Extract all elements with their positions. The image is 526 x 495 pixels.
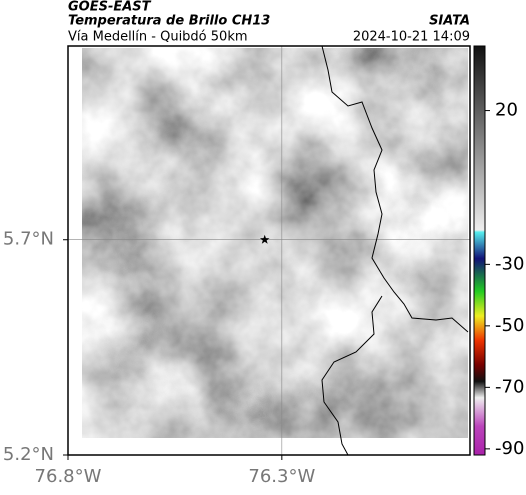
- map-frame: [67, 45, 471, 456]
- colorbar-tick-label: 20: [495, 100, 518, 121]
- title: GOES-EAST: [68, 0, 152, 15]
- y-tick-label: 5.7°N: [3, 229, 54, 250]
- colorbar-tick-label: -90: [495, 438, 524, 459]
- x-tick-label: 76.8°W: [35, 466, 102, 487]
- source: SIATA: [429, 14, 470, 29]
- colorbar: [473, 45, 486, 456]
- brightness-image: [82, 48, 468, 438]
- colorbar-tick-label: -70: [495, 376, 524, 397]
- y-tick-label: 5.2°N: [3, 444, 54, 465]
- x-tick-label: 76.3°W: [248, 466, 315, 487]
- subtitle: Temperatura de Brillo CH13: [68, 14, 270, 29]
- colorbar-tick-label: -30: [495, 253, 524, 274]
- boundary: [321, 46, 469, 455]
- location-marker: [259, 234, 270, 244]
- route: Vía Medellín - Quibdó 50km: [68, 30, 248, 45]
- timestamp: 2024-10-21 14:09: [353, 30, 470, 45]
- colorbar-tick-label: -50: [495, 315, 524, 336]
- map-area: [68, 46, 470, 455]
